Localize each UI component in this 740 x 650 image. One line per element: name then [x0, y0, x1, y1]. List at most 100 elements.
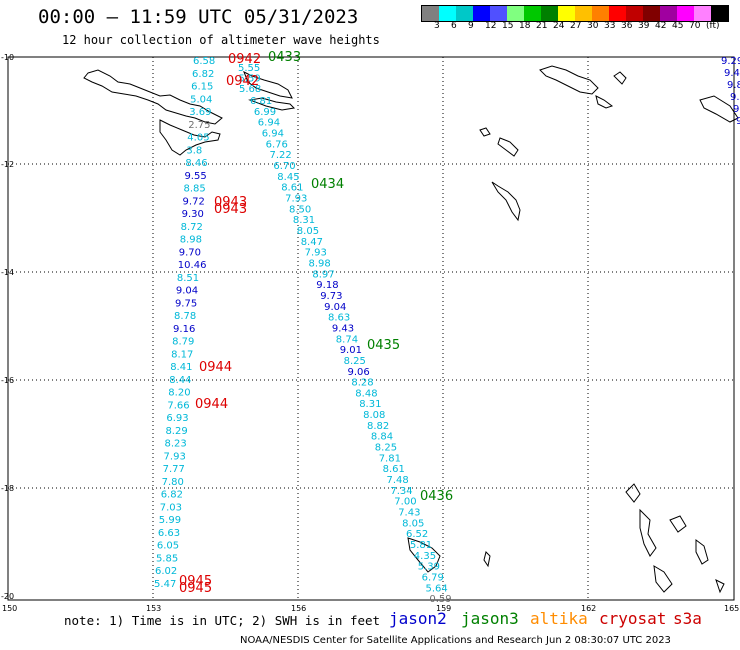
lat-label: -16 [1, 376, 14, 385]
coast-vanuatu-1 [625, 483, 641, 503]
swh-value-left-track: 8.78 [174, 311, 196, 322]
sat-label-altika: altika [530, 609, 588, 628]
swh-value-main-track: 6.94 [258, 118, 280, 129]
swh-value-left-track: 7.80 [162, 477, 184, 488]
swh-value-left-track: 8.79 [172, 337, 194, 348]
swh-value-main-track: 6.81 [250, 96, 272, 107]
swh-value-left-track: 5.47 [154, 579, 176, 590]
swh-value-main-track: 9.01 [340, 345, 362, 356]
legend-swatch [711, 6, 728, 21]
pass-time-label: 0433 [268, 50, 301, 65]
swh-value-left-track: 8.44 [169, 375, 191, 386]
coastlines [83, 65, 739, 594]
swh-value-right-track: 9.44 [724, 68, 740, 79]
swh-value-left-track: 8.20 [168, 388, 190, 399]
swh-value-left-track: 3.8 [186, 145, 202, 156]
swh-color-legend [421, 5, 729, 22]
legend-label: 3 [434, 21, 440, 31]
legend-label: 33 [604, 21, 616, 31]
swh-value-main-track: 6.79 [422, 573, 444, 584]
coast-vanuatu-3 [653, 565, 673, 593]
pass-time-label: 0436 [420, 489, 453, 504]
swh-value-main-track: 8.25 [344, 356, 366, 367]
coast-vanuatu-6 [715, 579, 725, 594]
swh-value-left-track: 2.75 [188, 120, 210, 131]
coast-solomon-1 [539, 65, 599, 95]
lat-axis-labels: -10 -12 -14 -16 -18 -20 [1, 53, 14, 601]
pass-time-label: 0942 [226, 74, 259, 89]
swh-value-left-track: 9.30 [182, 209, 204, 220]
legend-swatch [592, 6, 609, 21]
coast-small-1 [479, 127, 491, 137]
swh-value-left-track: 7.77 [163, 464, 185, 475]
coast-island-a [243, 70, 293, 99]
swh-value-left-track: 7.66 [167, 400, 189, 411]
pass-time-label: 0942 [228, 52, 261, 67]
legend-swatch [456, 6, 473, 21]
legend-label: 12 [485, 21, 497, 31]
swh-value-left-track: 9.55 [184, 171, 206, 182]
pass-time-label: 0943 [214, 202, 247, 217]
lon-label: 153 [146, 604, 161, 613]
legend-swatch [541, 6, 558, 21]
coast-vanuatu-5 [695, 539, 709, 565]
swh-value-main-track: 8.63 [328, 313, 350, 324]
swh-value-main-track: 8.05 [297, 226, 319, 237]
swh-value-left-track: 8.98 [180, 235, 202, 246]
swh-value-main-track: 8.74 [336, 334, 358, 345]
lon-axis-labels: 150 153 156 159 162 165 [2, 604, 739, 613]
swh-value-right-track: 9.29 [721, 56, 740, 67]
swh-value-top-track: 5.68 [239, 84, 261, 95]
legend-label: 9 [468, 21, 474, 31]
swh-value-left-track: 8.85 [184, 184, 206, 195]
map-frame [7, 56, 735, 601]
swh-value-main-track: 7.48 [387, 475, 409, 486]
lon-label: 162 [581, 604, 596, 613]
swh-value-left-track: 6.93 [166, 413, 188, 424]
legend-swatch [422, 6, 439, 21]
legend-swatch [473, 6, 490, 21]
legend-label: 6 [451, 21, 457, 31]
swh-value-main-track: 9.73 [320, 291, 342, 302]
swh-value-main-track: 7.93 [285, 193, 307, 204]
swh-value-left-track: 9.16 [173, 324, 195, 335]
swh-value-right-track: 9.67 [733, 104, 740, 115]
swh-value-main-track: 8.45 [277, 172, 299, 183]
legend-label: 24 [553, 21, 565, 31]
swh-value-main-track: 0.59 [429, 594, 451, 605]
swh-value-main-track: 4.35 [414, 551, 436, 562]
legend-label: 18 [519, 21, 531, 31]
coast-small-2 [497, 137, 519, 157]
legend-swatch [490, 6, 507, 21]
swh-value-left-track: 8.29 [165, 426, 187, 437]
swh-value-left-track: 5.85 [156, 553, 178, 564]
swh-value-left-track: 7.93 [164, 451, 186, 462]
legend-label: (ft) [706, 21, 720, 31]
legend-swatch [660, 6, 677, 21]
legend-label: 45 [672, 21, 684, 31]
swh-value-main-track: 8.08 [363, 410, 385, 421]
swh-value-main-track: 6.70 [273, 161, 295, 172]
swh-value-main-track: 7.34 [390, 486, 412, 497]
swh-value-left-track: 9.70 [179, 247, 201, 258]
lon-label: 156 [291, 604, 306, 613]
swh-value-main-track: 8.31 [293, 215, 315, 226]
swh-value-left-track: 8.41 [170, 362, 192, 373]
swh-value-left-track: 4.05 [187, 133, 209, 144]
swh-value-main-track: 8.61 [281, 183, 303, 194]
legend-swatch [643, 6, 660, 21]
swh-value-main-track: 5.39 [418, 562, 440, 573]
legend-swatch [626, 6, 643, 21]
swh-value-left-track: 8.51 [177, 273, 199, 284]
swh-value-main-track: 8.05 [402, 518, 424, 529]
legend-label: 70 [689, 21, 701, 31]
sat-label-cryosat: cryosat [599, 609, 667, 628]
legend-swatch [439, 6, 456, 21]
sat-label-jason3: jason3 [461, 609, 519, 628]
swh-value-left-track: 5.99 [159, 515, 181, 526]
pass-time-label: 0943 [214, 195, 247, 210]
swh-value-main-track: 7.00 [394, 497, 416, 508]
legend-swatch [677, 6, 694, 21]
